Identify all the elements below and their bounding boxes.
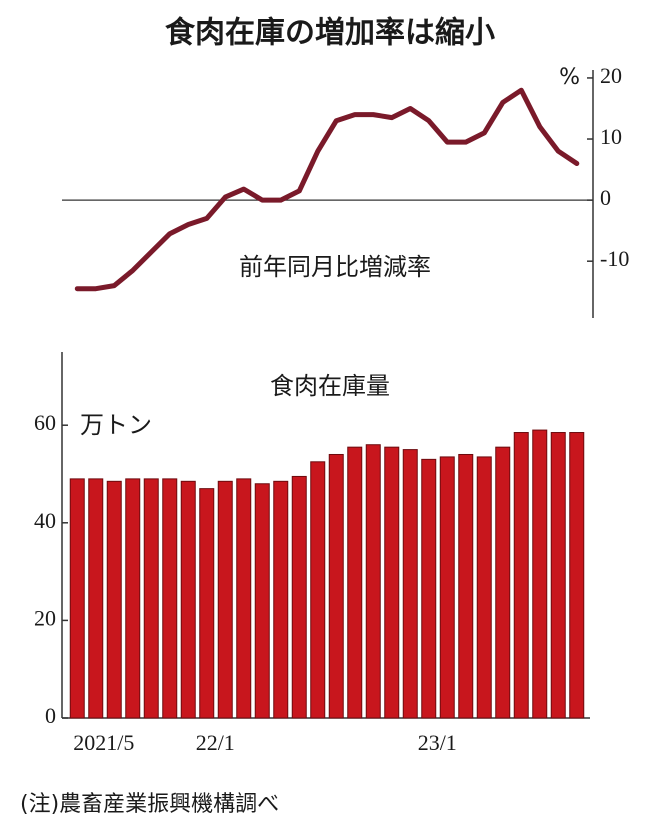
bar [254,483,270,719]
bar [495,446,511,719]
bar [328,453,344,719]
bar [88,478,104,719]
bar [458,453,474,719]
bar [347,446,363,719]
y-tick-label: 40 [34,508,56,533]
bar [384,446,400,719]
bar [569,432,585,719]
bar [402,449,418,719]
bar [421,458,437,719]
y-tick-label: 20 [34,605,56,630]
bar [476,456,492,719]
bar [310,461,326,719]
chart-title: 食肉在庫の増加率は縮小 [165,16,495,51]
y-tick-label: 20 [600,63,622,88]
y-tick-label: -10 [600,246,629,271]
bar [180,480,196,719]
y-tick-label: 0 [45,703,56,728]
bar [217,480,233,719]
bar [513,432,529,719]
bar [162,478,178,719]
bar [236,478,252,719]
bar [550,432,566,719]
bar [365,444,381,719]
line-label: 前年同月比増減率 [239,253,431,281]
unit-label: 万トン [80,411,152,439]
x-tick-label: 23/1 [418,730,457,755]
x-tick-label: 2021/5 [73,730,134,755]
bar [273,480,289,719]
bar [532,429,548,719]
x-tick-label: 22/1 [196,730,235,755]
bar [125,478,141,719]
bar [106,480,122,719]
y-tick-label: 10 [600,124,622,149]
y-tick-label: 60 [34,410,56,435]
bar [69,478,85,719]
bar-label: 食肉在庫量 [270,372,390,400]
bar [199,488,215,719]
y-tick-label: 0 [600,185,611,210]
note: (注)農畜産業振興機構調べ [20,792,279,817]
unit-label: % [559,65,580,90]
bar [143,478,159,719]
bar [291,475,307,719]
line [74,87,580,292]
bar [439,456,455,719]
